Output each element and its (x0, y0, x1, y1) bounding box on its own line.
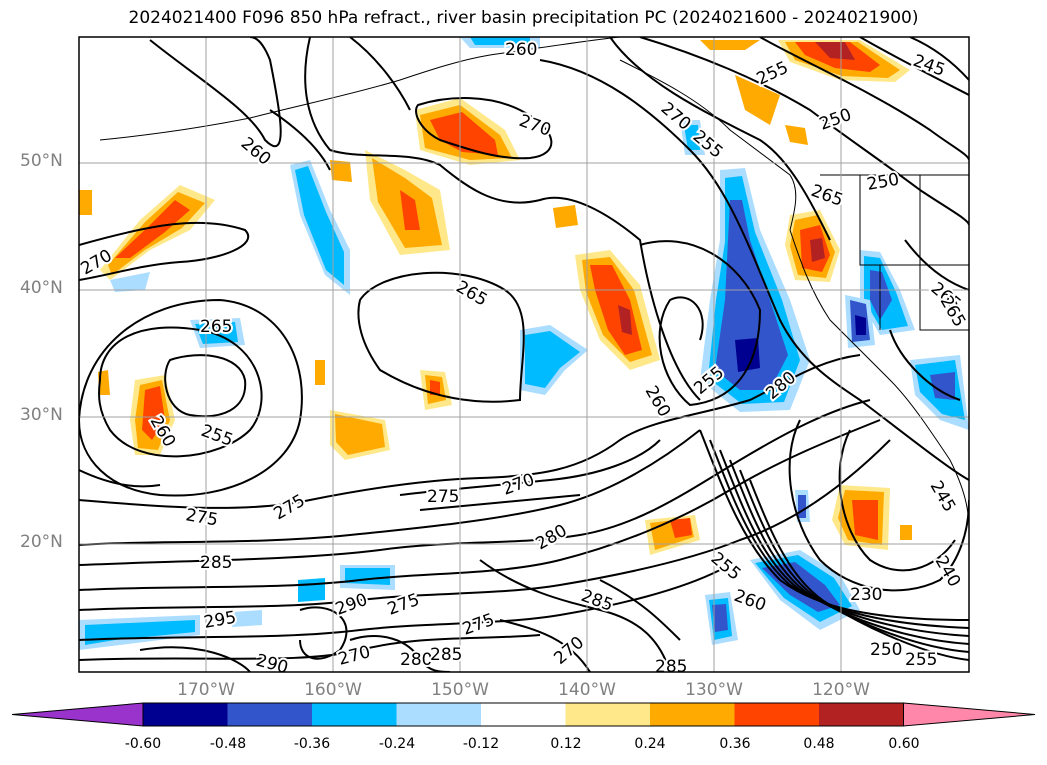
lon-label-120w: 120°W (812, 680, 870, 700)
colorbar-tick-label: -0.60 (124, 736, 162, 752)
contour-label: 255 (707, 549, 745, 585)
contour-label: 275 (460, 610, 497, 640)
lat-label-20n: 20°N (20, 532, 63, 552)
lat-label-30n: 30°N (20, 405, 63, 425)
contour-label: 255 (754, 58, 792, 90)
contour-label: 285 (655, 657, 687, 677)
map-frame (78, 36, 970, 673)
contour-label: 270 (516, 111, 553, 141)
colorbar-outline (142, 702, 904, 727)
contour-label: 290 (333, 590, 370, 620)
contour-label: 285 (200, 553, 232, 573)
contour-label: 250 (817, 105, 854, 135)
map-title: 2024021400 F096 850 hPa refract., river … (128, 8, 919, 28)
contour-label: 290 (254, 651, 291, 679)
colorbar (11, 702, 1036, 727)
contour-label: 255 (905, 650, 937, 670)
contour-label: 270 (550, 633, 588, 669)
contour-label: 260 (237, 134, 275, 170)
colorbar-tick-label: -0.24 (378, 736, 416, 752)
lat-label-50n: 50°N (20, 151, 63, 171)
contour-label: 265 (453, 277, 491, 311)
colorbar-segment (227, 703, 312, 726)
colorbar-tick-label: 0.60 (888, 736, 920, 752)
contour-label: 275 (271, 491, 309, 525)
contour-label: 275 (184, 505, 219, 530)
colorbar-tick-label: 0.12 (550, 736, 582, 752)
colorbar-segment (565, 703, 650, 726)
colorbar-extend-high (903, 702, 1036, 727)
colorbar-tick-label: -0.36 (293, 736, 331, 752)
contour-label: 270 (500, 470, 537, 500)
contour-label: 275 (385, 590, 422, 620)
contour-label: 245 (926, 478, 960, 516)
contour-label: 260 (731, 586, 768, 616)
colorbar-segment (143, 703, 228, 726)
colorbar-segment (819, 703, 904, 726)
contour-label: 265 (808, 181, 845, 211)
contour-label: 230 (850, 585, 882, 605)
coastlines (99, 37, 969, 531)
contour-label: 260 (641, 383, 675, 421)
colorbar-tick-label: 0.24 (634, 736, 666, 752)
colorbar-extend-low (11, 702, 144, 727)
lon-label-170w: 170°W (177, 680, 235, 700)
lon-label-150w: 150°W (431, 680, 489, 700)
lat-label-40n: 40°N (20, 278, 63, 298)
colorbar-segment (650, 703, 735, 726)
colorbar-segment (396, 703, 481, 726)
contour-label: 250 (870, 640, 902, 660)
contour-label: 265 (200, 317, 232, 337)
colorbar-segment (312, 703, 397, 726)
contour-label: 275 (427, 487, 459, 507)
colorbar-tick-label: 0.48 (803, 736, 835, 752)
refractivity-contours (79, 37, 969, 672)
lon-label-160w: 160°W (304, 680, 362, 700)
graticule (79, 37, 969, 672)
lon-label-130w: 130°W (685, 680, 743, 700)
contour-label: 260 (505, 40, 537, 60)
lon-label-140w: 140°W (558, 680, 616, 700)
contour-label: 295 (202, 608, 237, 633)
colorbar-tick-label: 0.36 (719, 736, 751, 752)
contour-label: 280 (533, 521, 571, 555)
contour-label: 255 (198, 421, 235, 451)
colorbar-tick-label: -0.48 (209, 736, 247, 752)
contour-label: 250 (865, 170, 900, 195)
colorbar-segment (481, 703, 566, 726)
contour-label: 240 (931, 553, 965, 591)
colorbar-tick-label: -0.12 (462, 736, 500, 752)
colorbar-segment (734, 703, 819, 726)
contour-label: 285 (430, 645, 462, 665)
contour-label: 280 (400, 650, 432, 670)
